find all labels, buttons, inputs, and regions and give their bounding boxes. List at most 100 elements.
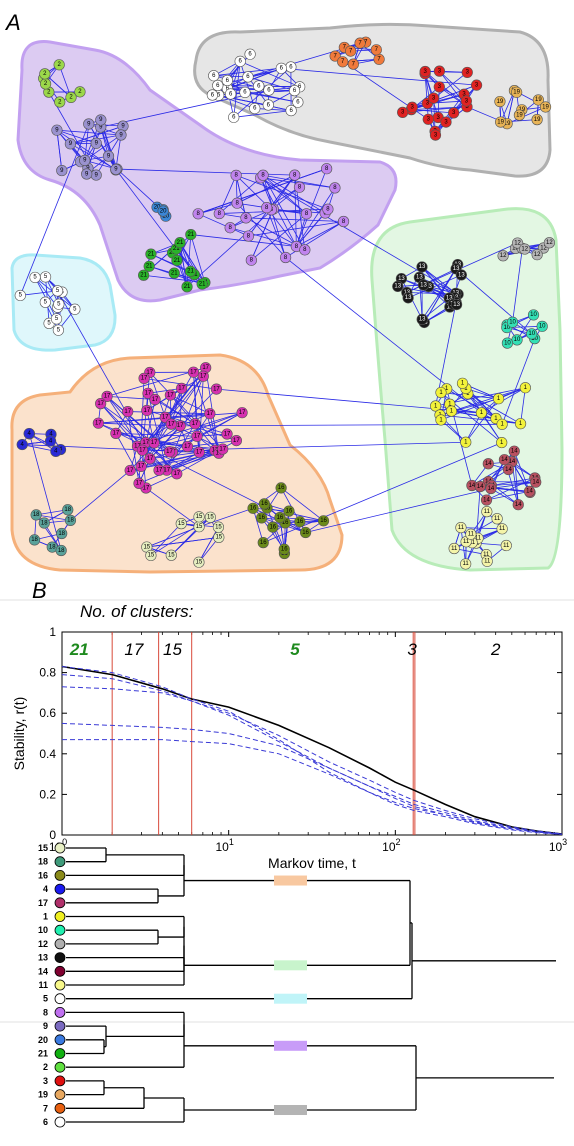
network-node: 17 [171,468,183,480]
node-label: 11 [463,561,470,567]
y-tick-label: 0.4 [39,747,56,761]
network-node: 4 [16,438,28,451]
node-circle [256,512,268,524]
node-label: 16 [281,547,288,553]
node-circle [55,544,67,557]
network-node: 16 [283,505,295,517]
dendrogram-leaf: 13 [38,952,66,963]
node-circle [523,485,536,497]
node-circle [508,445,520,457]
network-node: 19 [532,94,544,106]
node-label: 16 [277,515,284,521]
node-circle [168,267,180,279]
node-label: 17 [224,431,231,437]
node-circle [433,65,446,77]
node-circle [124,464,136,477]
network-node: 13 [402,292,414,304]
leaf-dot [54,1075,66,1087]
node-label: 1 [480,410,484,416]
network-node: 8 [337,215,350,228]
node-label: 21 [184,284,191,290]
node-label: 16 [260,540,267,546]
node-label: 4 [54,449,58,455]
node-circle [416,313,428,325]
node-circle [274,511,286,524]
dendrogram-leaf: 19 [38,1089,66,1100]
node-label: 2 [47,89,51,95]
node-circle [262,99,274,111]
node-circle [56,527,68,540]
node-label: 9 [121,123,125,129]
network-edge [465,398,499,443]
x-tick-label: 102 [382,837,400,854]
network-edge [513,451,530,492]
node-label: 17 [146,370,153,376]
network-node: 17 [135,460,147,472]
network-edge [421,266,456,294]
leaf-label: 8 [43,1007,48,1017]
node-label: 17 [95,420,102,426]
network-node: 11 [460,558,472,570]
network-node: 16 [247,502,259,514]
network-edge [154,399,196,425]
network-node: 5 [39,296,51,308]
dendrogram-leaf: 11 [38,979,66,991]
node-label: 14 [477,484,484,490]
network-node: 8 [293,181,306,193]
node-circle [496,436,508,449]
node-circle [234,55,246,67]
node-label: 7 [349,48,353,54]
node-circle [52,324,64,336]
node-label: 17 [194,434,201,440]
dendrogram-leaf: 15 [38,842,66,854]
leaf-label: 6 [43,1117,48,1127]
node-circle [64,514,77,526]
node-circle [90,137,102,149]
node-circle [138,269,150,281]
node-circle [230,169,242,181]
node-circle [164,389,176,401]
node-circle [527,309,540,321]
network-node: 14 [485,482,497,495]
node-circle [402,292,414,304]
network-node: 16 [256,512,268,524]
node-circle [221,428,233,440]
network-node: 8 [299,244,311,256]
node-label: 13 [416,275,423,281]
network-edge [240,60,300,88]
node-label: 2 [58,99,62,105]
y-tick-label: 0.8 [39,666,56,680]
network-edge [170,394,196,425]
node-label: 6 [248,52,252,58]
network-node: 6 [285,61,297,73]
node-label: 17 [97,401,104,407]
node-circle [513,109,526,121]
network-edge [490,481,536,489]
node-label: 13 [446,295,453,301]
network-node: 13 [455,269,467,281]
node-circle [143,260,155,272]
network-edge [252,487,282,509]
network-node: 17 [95,398,107,410]
node-label: 17 [190,369,197,375]
network-edge [486,490,530,501]
node-circle [299,244,311,256]
node-label: 17 [163,467,170,473]
node-label: 3 [462,92,466,98]
node-label: 9 [85,171,89,177]
node-label: 18 [41,520,48,526]
network-node: 1 [496,436,508,449]
dendrogram-leaf: 10 [38,924,66,936]
node-label: 17 [138,464,145,470]
node-label: 19 [519,107,526,113]
network-node: 8 [242,230,255,242]
node-circle [224,222,236,234]
network-node: 10 [511,334,523,346]
region-grey [193,22,552,178]
network-node: 18 [56,527,68,540]
network-node: 19 [531,114,543,126]
network-node: 14 [474,480,486,493]
node-label: 8 [218,211,222,217]
network-node: 9 [51,124,63,136]
node-label: 16 [278,485,285,491]
